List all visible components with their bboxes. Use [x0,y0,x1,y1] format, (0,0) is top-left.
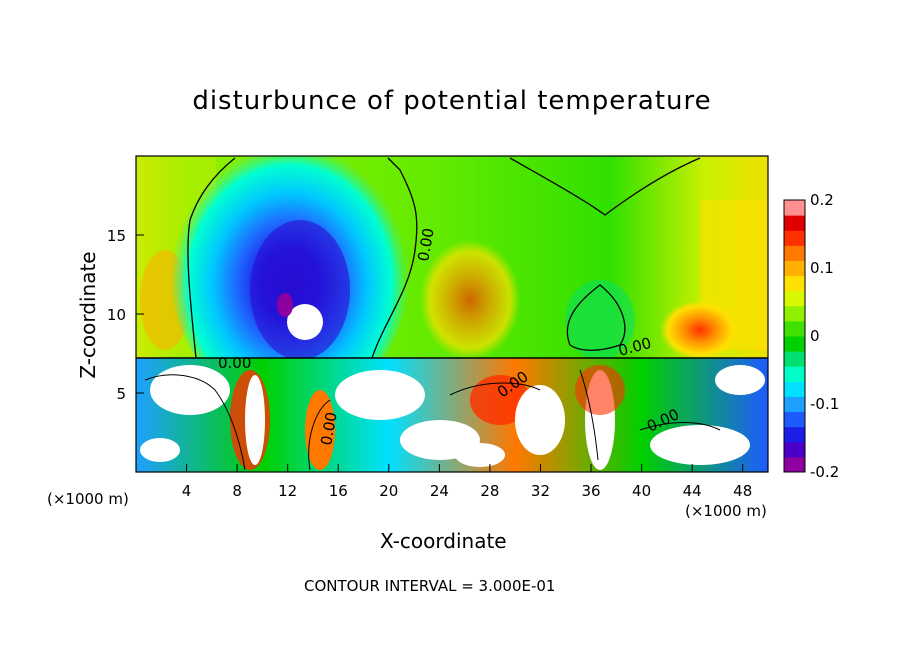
y-axis-ticks: 5 10 15 [107,227,144,403]
contour-label: 0.00 [317,411,341,447]
colorbar-swatch [784,230,805,246]
colorbar-swatch [784,456,805,473]
x-tick-label: 36 [581,482,600,500]
heatmap-field [136,156,768,472]
x-tick-label: 16 [329,482,348,500]
colorbar-swatch [784,411,805,428]
colorbar-swatch [784,215,805,231]
colorbar-swatch [784,381,805,397]
colorbar [784,200,805,473]
chart-title: disturbunce of potential temperature [192,86,712,116]
colorbar-tick-label: 0.2 [810,191,834,209]
colorbar-swatch [784,351,805,367]
colorbar-tick-label: 0 [810,327,820,345]
colorbar-swatch [784,366,805,382]
colorbar-swatch [784,275,805,292]
colorbar-swatch [784,336,805,352]
x-tick-label: 48 [733,482,752,500]
colorbar-swatch [784,290,805,307]
x-tick-label: 8 [232,482,242,500]
colorbar-swatch [784,320,805,337]
y-tick-label: 15 [107,227,126,245]
colorbar-swatch [784,426,805,443]
x-axis-label: X-coordinate [380,529,507,553]
x-axis-ticks: 4 8 12 16 20 24 28 32 36 40 44 48 [182,464,752,500]
y-tick-label: 5 [116,385,126,403]
x-tick-label: 24 [430,482,449,500]
x-tick-label: 44 [683,482,702,500]
contour-label: 0.00 [414,227,438,263]
colorbar-swatch [784,200,805,216]
colorbar-swatch [784,260,805,277]
x-tick-label: 28 [480,482,499,500]
colorbar-tick-label: 0.1 [810,259,834,277]
x-tick-label: 12 [278,482,297,500]
colorbar-tick-label: -0.1 [810,395,839,413]
x-tick-label: 32 [531,482,550,500]
colorbar-swatch [784,441,805,458]
colorbar-frame [783,199,806,473]
colorbar-swatch [784,245,805,261]
x-unit-label-left: (×1000 m) [47,490,129,508]
x-tick-label: 4 [182,482,192,500]
contour-label: 0.00 [218,354,251,372]
x-unit-label-right: (×1000 m) [685,502,767,520]
colorbar-swatch [784,396,805,413]
colorbar-swatch [784,305,805,322]
y-tick-label: 10 [107,306,126,324]
x-tick-label: 40 [632,482,651,500]
colorbar-tick-label: -0.2 [810,463,839,481]
x-tick-label: 20 [379,482,398,500]
colorbar-labels: 0.2 0.1 0 -0.1 -0.2 [810,191,839,481]
contour-interval-note: CONTOUR INTERVAL = 3.000E-01 [304,577,556,595]
